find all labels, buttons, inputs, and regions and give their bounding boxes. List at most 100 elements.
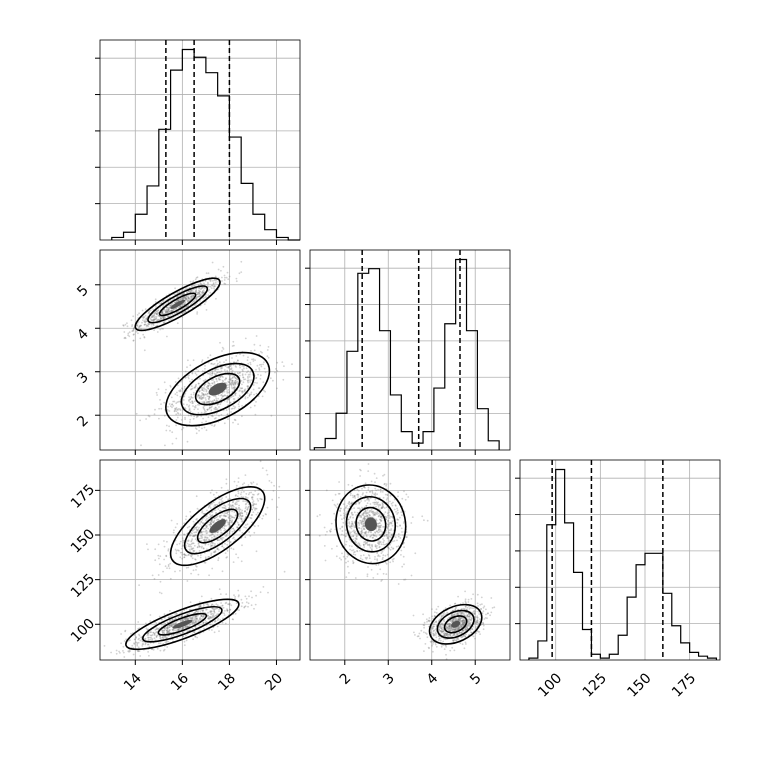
scatter-point: [204, 365, 206, 367]
scatter-point: [161, 312, 164, 314]
scatter-point: [349, 494, 352, 497]
scatter-point: [347, 507, 350, 510]
scatter-point: [237, 490, 240, 493]
scatter-point: [222, 537, 225, 539]
scatter-point: [202, 522, 205, 525]
scatter-point: [140, 444, 142, 447]
scatter-point: [374, 531, 376, 533]
scatter-point: [451, 618, 454, 621]
scatter-point: [401, 497, 404, 500]
scatter-point: [174, 287, 177, 290]
scatter-point: [241, 373, 244, 376]
scatter-point: [210, 544, 213, 547]
scatter-point: [352, 562, 355, 565]
scatter-point: [253, 493, 255, 496]
scatter-point: [141, 645, 144, 647]
scatter-point: [410, 522, 413, 524]
scatter-point: [212, 521, 215, 524]
scatter-point: [137, 621, 140, 623]
scatter-point: [366, 497, 369, 500]
scatter-point: [217, 548, 220, 551]
scatter-point: [195, 495, 198, 498]
scatter-point: [344, 529, 347, 531]
scatter-point: [173, 308, 176, 311]
scatter-point: [144, 323, 147, 326]
contour-p0_p2-0-1: [142, 605, 223, 643]
scatter-point: [194, 534, 197, 537]
scatter-point: [152, 631, 155, 634]
scatter-point: [215, 279, 217, 282]
scatter-point: [228, 530, 231, 533]
scatter-point: [217, 377, 220, 380]
scatter-point: [196, 507, 199, 510]
scatter-point: [342, 555, 345, 558]
scatter-point: [220, 537, 223, 540]
scatter-point: [433, 629, 435, 632]
scatter-point: [441, 622, 444, 625]
hist-panel-p2: [515, 459, 721, 661]
scatter-point: [237, 556, 240, 559]
scatter-point: [189, 411, 192, 413]
scatter-point: [136, 324, 139, 327]
scatter-point: [191, 378, 194, 381]
scatter-point: [442, 630, 444, 633]
scatter-point: [145, 320, 147, 323]
scatter-point: [141, 640, 144, 643]
scatter-point: [192, 402, 194, 404]
scatter-point: [172, 628, 175, 631]
scatter-point: [212, 551, 215, 553]
scatter-point: [367, 463, 370, 465]
scatter-point: [434, 634, 437, 636]
scatter-point: [343, 517, 346, 520]
scatter-point: [207, 381, 209, 384]
scatter-point: [192, 547, 195, 550]
scatter-point: [240, 260, 243, 263]
scatter-point: [234, 377, 237, 379]
scatter-point: [366, 556, 368, 559]
scatter-point: [189, 623, 192, 626]
scatter-point: [170, 396, 173, 399]
scatter-point: [204, 524, 207, 527]
scatter-point: [202, 615, 205, 618]
scatter-point: [161, 315, 164, 318]
scatter-point: [187, 554, 190, 556]
scatter-point: [217, 508, 220, 510]
scatter-point: [230, 547, 233, 550]
scatter-point: [261, 498, 263, 501]
scatter-point: [148, 415, 151, 418]
scatter-point: [167, 563, 170, 566]
scatter-point: [168, 626, 171, 629]
scatter-point: [206, 536, 208, 539]
scatter-point: [201, 401, 204, 403]
scatter-point: [153, 318, 156, 321]
scatter-point: [215, 377, 218, 380]
scatter-point: [345, 532, 348, 535]
scatter-point: [389, 494, 392, 497]
scatter-point: [215, 603, 218, 605]
scatter-point: [221, 604, 224, 607]
scatter-point: [380, 543, 383, 546]
scatter-point: [462, 624, 465, 627]
scatter-point: [191, 306, 194, 309]
scatter-point: [227, 513, 230, 516]
scatter-point: [166, 629, 168, 632]
scatter-point: [402, 555, 405, 558]
scatter-point: [205, 515, 208, 518]
scatter-point: [154, 312, 156, 315]
scatter-point: [219, 399, 222, 401]
scatter-point: [186, 295, 188, 297]
scatter-point: [191, 284, 193, 287]
scatter-point: [173, 293, 176, 296]
scatter-point: [454, 639, 457, 642]
scatter-point: [225, 535, 228, 537]
scatter-point: [185, 297, 188, 300]
contour-p0_p2-0-2: [157, 612, 208, 636]
scatter-point: [382, 554, 385, 557]
scatter-point: [233, 517, 236, 519]
scatter-point: [209, 285, 212, 288]
scatter-point: [359, 475, 361, 477]
scatter-point: [205, 410, 207, 413]
scatter-point: [158, 315, 161, 317]
scatter-point: [160, 618, 163, 621]
scatter-point: [341, 552, 343, 555]
